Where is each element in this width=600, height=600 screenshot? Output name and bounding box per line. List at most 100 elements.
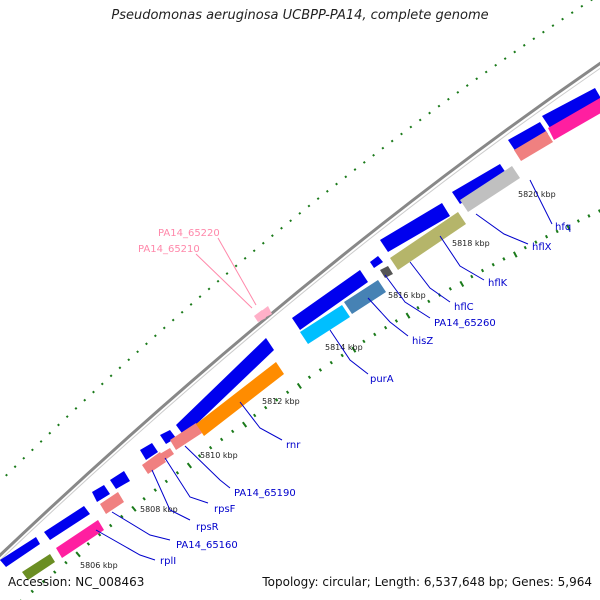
- tick-mark: [544, 234, 549, 239]
- tick-mark: [362, 339, 366, 344]
- gene-block-rplI-pink[interactable]: [56, 520, 104, 558]
- tick-mark: [437, 104, 441, 108]
- tick-mark: [164, 479, 169, 484]
- tick-mark: [296, 382, 302, 389]
- gene-label-PA14_65260[interactable]: PA14_65260: [434, 318, 496, 329]
- tick-mark: [522, 43, 526, 47]
- tick-label: 5818 kbp: [452, 239, 490, 248]
- tick-mark: [285, 390, 290, 395]
- gene-block-pink-end[interactable]: [548, 98, 600, 140]
- gene-label-hflX[interactable]: hflX: [532, 242, 552, 253]
- tick-label: 5810 kbp: [200, 451, 238, 460]
- inner-tick-ring: [20, 209, 600, 600]
- tick-mark: [513, 50, 517, 54]
- tick-mark: [142, 496, 146, 501]
- tick-mark: [216, 279, 220, 283]
- gene-label-PA14_65160[interactable]: PA14_65160: [176, 540, 238, 551]
- tick-mark: [555, 229, 559, 234]
- tick-mark: [448, 286, 452, 291]
- tick-mark: [590, 0, 593, 2]
- tick-mark: [344, 175, 348, 179]
- cds-arrow[interactable]: [160, 430, 176, 444]
- gene-label-PA14_65210[interactable]: PA14_65210: [138, 244, 200, 255]
- gene-block-hflX[interactable]: [460, 166, 520, 212]
- tick-mark: [162, 326, 166, 330]
- tick-mark: [41, 579, 46, 584]
- gene-label-hflC[interactable]: hflC: [454, 302, 474, 313]
- cds-arrow[interactable]: [292, 270, 368, 330]
- gene-label-rnr[interactable]: rnr: [286, 440, 301, 451]
- gene-block-purA[interactable]: [300, 305, 350, 344]
- cds-arrow[interactable]: [370, 256, 383, 268]
- tick-mark: [523, 245, 527, 250]
- tick-label: 5806 kbp: [80, 561, 118, 570]
- tick-mark: [418, 118, 422, 122]
- gene-label-rplI[interactable]: rplI: [160, 556, 176, 567]
- tick-mark: [241, 421, 248, 428]
- tick-mark: [153, 334, 157, 338]
- tick-mark: [446, 97, 450, 101]
- gene-label-rpsR[interactable]: rpsR: [196, 522, 219, 533]
- gene-block-hisZ[interactable]: [344, 280, 386, 314]
- tick-mark: [208, 445, 213, 450]
- gene-label-PA14_65220[interactable]: PA14_65220: [158, 228, 220, 239]
- tick-mark: [280, 226, 283, 230]
- gene-label-purA[interactable]: purA: [370, 374, 394, 385]
- gene-label-hisZ[interactable]: hisZ: [412, 336, 433, 347]
- tick-mark: [74, 407, 78, 410]
- gene-label-hfq[interactable]: hfq: [555, 222, 571, 233]
- accession-label: Accession: NC_008463: [8, 575, 145, 589]
- tick-mark: [75, 551, 81, 558]
- gene-block-PA14_65260[interactable]: [380, 266, 393, 278]
- tick-mark: [427, 299, 431, 304]
- tick-mark: [566, 224, 571, 231]
- tick-mark: [316, 197, 320, 201]
- cds-arrow[interactable]: [92, 485, 110, 502]
- gene-label-hflK[interactable]: hflK: [488, 278, 508, 289]
- gene-block-rplI[interactable]: [22, 554, 55, 580]
- tick-mark: [580, 4, 584, 8]
- gene-block-rpsF[interactable]: [158, 448, 174, 462]
- gene-block-PA14_65190[interactable]: [170, 423, 202, 450]
- tick-mark: [198, 295, 202, 299]
- tick-mark: [428, 111, 431, 115]
- tick-mark: [491, 262, 495, 267]
- gene-block-hflC[interactable]: [390, 212, 466, 270]
- cds-arrow[interactable]: [542, 88, 600, 128]
- gene-label-rpsF[interactable]: rpsF: [214, 504, 236, 515]
- cds-arrow[interactable]: [452, 164, 508, 204]
- cds-arrow[interactable]: [140, 443, 158, 460]
- gene-label-PA14_65190[interactable]: PA14_65190: [234, 488, 296, 499]
- tick-mark: [372, 153, 375, 157]
- cds-arrow[interactable]: [176, 338, 274, 436]
- tick-mark: [230, 429, 235, 434]
- tick-mark: [219, 437, 224, 442]
- gene-block-hfq[interactable]: [514, 131, 553, 161]
- tick-mark: [587, 214, 591, 218]
- tick-mark: [39, 440, 43, 443]
- tick-mark: [362, 161, 366, 164]
- cds-arrow[interactable]: [508, 122, 548, 152]
- cds-arrow[interactable]: [0, 537, 40, 567]
- tick-mark: [459, 280, 465, 288]
- tick-mark: [470, 274, 474, 279]
- cds-arrow[interactable]: [44, 506, 90, 540]
- tick-mark: [180, 310, 184, 314]
- tick-mark: [131, 505, 137, 512]
- tick-mark: [243, 256, 247, 260]
- gene-block-PA14_65160[interactable]: [100, 492, 124, 514]
- cds-arrow[interactable]: [110, 471, 130, 489]
- misc-feature-PA14_65220[interactable]: [260, 306, 272, 318]
- tick-mark: [541, 30, 545, 34]
- tick-mark: [390, 139, 394, 143]
- tick-mark: [48, 431, 52, 435]
- tick-mark: [118, 366, 122, 370]
- tick-mark: [270, 234, 274, 238]
- gene-block-rnr[interactable]: [196, 362, 284, 436]
- tick-mark: [394, 319, 399, 323]
- cds-arrow[interactable]: [380, 203, 450, 252]
- tick-mark: [400, 132, 403, 136]
- forward-strand: [0, 88, 600, 567]
